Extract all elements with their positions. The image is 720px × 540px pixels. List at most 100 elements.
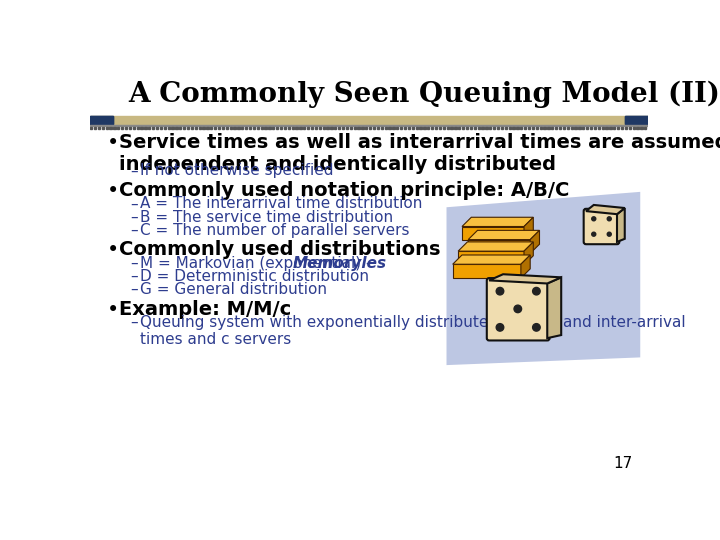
Bar	[474, 127, 476, 129]
Bar	[625, 117, 648, 124]
Bar	[94, 127, 96, 129]
Circle shape	[514, 305, 521, 313]
Text: A Commonly Seen Queuing Model (II): A Commonly Seen Queuing Model (II)	[129, 80, 720, 108]
Bar	[625, 117, 648, 124]
Bar	[508, 127, 510, 129]
Circle shape	[496, 287, 504, 295]
Bar	[264, 127, 266, 129]
Text: Commonly used notation principle: A/B/C: Commonly used notation principle: A/B/C	[120, 181, 570, 200]
Polygon shape	[489, 274, 561, 284]
Bar	[594, 127, 596, 129]
Bar	[140, 127, 143, 129]
Bar	[269, 127, 271, 129]
Bar	[419, 127, 422, 129]
Bar	[516, 127, 518, 129]
Bar	[315, 127, 317, 129]
Bar	[365, 127, 367, 129]
Bar	[524, 127, 526, 129]
Bar	[520, 127, 523, 129]
Bar	[415, 127, 418, 129]
Bar	[222, 127, 224, 129]
Bar	[148, 127, 150, 129]
Bar	[609, 127, 611, 129]
Bar	[528, 127, 530, 129]
Bar	[513, 127, 515, 129]
Bar	[175, 127, 178, 129]
Bar	[168, 127, 170, 129]
Bar	[567, 127, 569, 129]
Bar	[183, 127, 185, 129]
Bar	[346, 127, 348, 129]
Bar	[632, 127, 635, 129]
Bar	[357, 127, 360, 129]
Bar	[225, 127, 228, 129]
Bar	[640, 127, 642, 129]
Bar	[194, 127, 197, 129]
Text: –: –	[130, 197, 138, 212]
Bar	[287, 127, 290, 129]
Bar	[113, 127, 116, 129]
Text: Queuing system with exponentially distributed service and inter-arrival
times an: Queuing system with exponentially distri…	[140, 315, 685, 347]
Bar	[377, 127, 379, 129]
Bar	[338, 127, 341, 129]
Bar	[272, 127, 274, 129]
Bar	[90, 125, 648, 126]
Circle shape	[592, 217, 595, 221]
Bar	[98, 127, 100, 129]
Bar	[477, 127, 480, 129]
Bar	[500, 127, 503, 129]
Text: D = Deterministic distribution: D = Deterministic distribution	[140, 269, 369, 284]
Text: –: –	[130, 164, 138, 178]
Bar	[582, 127, 585, 129]
Circle shape	[496, 323, 504, 331]
Polygon shape	[468, 231, 539, 240]
Polygon shape	[458, 242, 534, 251]
Polygon shape	[462, 226, 524, 240]
Bar	[570, 127, 573, 129]
Polygon shape	[524, 242, 534, 265]
Bar	[373, 127, 375, 129]
Bar	[307, 127, 310, 129]
Bar	[326, 127, 329, 129]
Bar	[586, 127, 588, 129]
Bar	[485, 127, 487, 129]
Bar	[350, 127, 352, 129]
Bar	[300, 127, 302, 129]
Bar	[369, 127, 372, 129]
Bar	[381, 127, 383, 129]
Polygon shape	[458, 251, 524, 265]
Bar	[613, 127, 616, 129]
Bar	[253, 127, 255, 129]
Bar	[117, 127, 120, 129]
Bar	[102, 127, 104, 129]
Text: –: –	[130, 210, 138, 225]
Bar	[458, 127, 461, 129]
Bar	[90, 127, 92, 129]
Bar	[218, 127, 220, 129]
Bar	[202, 127, 204, 129]
Bar	[125, 127, 127, 129]
Bar	[388, 127, 391, 129]
Bar	[547, 127, 549, 129]
Polygon shape	[530, 231, 539, 253]
Bar	[90, 117, 113, 124]
Bar	[156, 127, 158, 129]
Bar	[555, 127, 557, 129]
Bar	[644, 127, 647, 129]
Bar	[544, 127, 546, 129]
Bar	[121, 127, 123, 129]
Text: –: –	[130, 256, 138, 271]
Text: •: •	[107, 240, 120, 260]
Bar	[311, 127, 313, 129]
Bar	[575, 127, 577, 129]
Bar	[303, 127, 305, 129]
Text: •: •	[107, 300, 120, 320]
Bar	[536, 127, 538, 129]
FancyBboxPatch shape	[584, 209, 619, 244]
Bar	[206, 127, 209, 129]
Bar	[241, 127, 243, 129]
Bar	[245, 127, 248, 129]
Bar	[137, 127, 139, 129]
Text: M = Markovian (exponential) -: M = Markovian (exponential) -	[140, 256, 376, 271]
Bar	[249, 127, 251, 129]
